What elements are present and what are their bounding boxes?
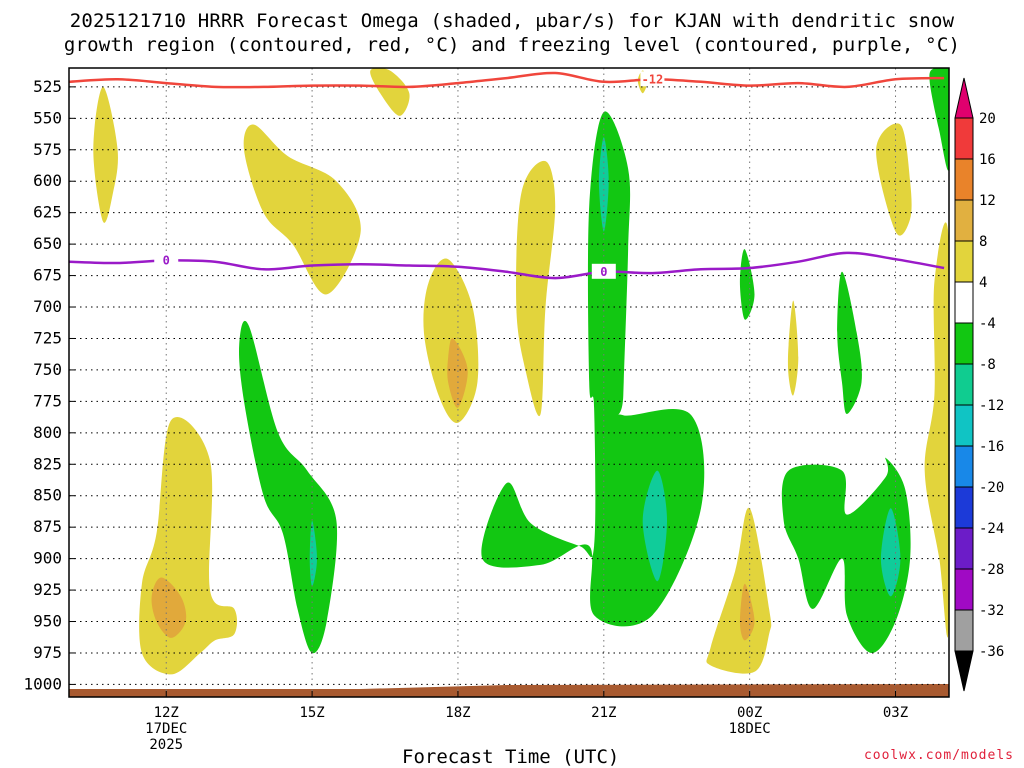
colorbar-label: -8 bbox=[979, 357, 996, 373]
omega-4-region bbox=[370, 68, 410, 116]
colorbar-segment bbox=[954, 158, 974, 201]
y-tick-label: 950 bbox=[33, 612, 62, 631]
y-tick-label: 550 bbox=[33, 108, 62, 127]
colorbar-label: -4 bbox=[979, 316, 996, 332]
colorbar-segment bbox=[954, 445, 974, 488]
omega-minus12-region bbox=[309, 520, 317, 587]
colorbar-segment bbox=[954, 609, 974, 652]
y-tick-label: 825 bbox=[33, 454, 62, 473]
x-tick-label: 18DEC bbox=[729, 721, 771, 737]
colorbar-label: 4 bbox=[979, 275, 987, 291]
colorbar-label: 16 bbox=[979, 152, 996, 168]
y-tick-label: 750 bbox=[33, 360, 62, 379]
y-tick-label: 650 bbox=[33, 234, 62, 253]
colorbar-max-triangle bbox=[954, 77, 974, 119]
x-tick-label: 18Z bbox=[445, 705, 470, 721]
y-tick-label: 775 bbox=[33, 391, 62, 410]
omega-8-region bbox=[447, 338, 468, 408]
omega-minus4-region bbox=[781, 457, 911, 654]
y-tick-label: 1000 bbox=[23, 674, 62, 693]
chart-title-line-2: growth region (contoured, red, °C) and f… bbox=[63, 34, 961, 56]
colorbar-segment bbox=[954, 527, 974, 570]
omega-4-region bbox=[139, 416, 238, 675]
omega-4-region bbox=[924, 222, 949, 638]
y-tick-label: 600 bbox=[33, 171, 62, 190]
colorbar-segment bbox=[954, 568, 974, 611]
y-tick-label: 525 bbox=[33, 77, 62, 96]
dgz-minus12-contour bbox=[69, 71, 945, 89]
y-tick-label: 625 bbox=[33, 203, 62, 222]
y-tick-label: 975 bbox=[33, 643, 62, 662]
colorbar-segment bbox=[954, 322, 974, 365]
y-tick-label: 800 bbox=[33, 423, 62, 442]
colorbar-min-triangle bbox=[954, 650, 974, 692]
x-tick-label: 00Z bbox=[737, 705, 762, 721]
freezing-level-contour bbox=[69, 251, 945, 280]
omega-minus4-region bbox=[239, 320, 338, 654]
colorbar-label: -24 bbox=[979, 521, 1004, 537]
colorbar-segment bbox=[954, 240, 974, 283]
omega-4-region bbox=[876, 123, 912, 236]
colorbar-segment bbox=[954, 486, 974, 529]
colorbar-label: 8 bbox=[979, 234, 987, 250]
omega-4-region bbox=[93, 86, 118, 223]
omega-4-region bbox=[243, 124, 361, 295]
colorbar-segment bbox=[954, 281, 974, 324]
y-tick-label: 575 bbox=[33, 140, 62, 159]
colorbar-label: -32 bbox=[979, 603, 1004, 619]
omega-minus4-region bbox=[739, 249, 755, 320]
freezing-level-label-bg bbox=[154, 252, 179, 268]
colorbar-label: -36 bbox=[979, 644, 1004, 660]
colorbar-label: -12 bbox=[979, 398, 1004, 414]
omega-4-region bbox=[516, 160, 556, 417]
y-tick-label: 925 bbox=[33, 580, 62, 599]
colorbar-label: 12 bbox=[979, 193, 996, 209]
x-axis-label: Forecast Time (UTC) bbox=[402, 746, 620, 768]
colorbar-segment bbox=[954, 117, 974, 160]
y-tick-label: 700 bbox=[33, 297, 62, 316]
colorbar-label: 20 bbox=[979, 111, 996, 127]
x-tick-label: 03Z bbox=[883, 705, 908, 721]
freezing-level-label-bg bbox=[591, 263, 616, 279]
omega-4-region bbox=[787, 300, 799, 396]
x-tick-label: 15Z bbox=[299, 705, 324, 721]
dgz-contour-label-bg bbox=[640, 71, 665, 87]
site-credit-link[interactable]: coolwx.com/models bbox=[863, 748, 1014, 763]
colorbar-segment bbox=[954, 363, 974, 406]
x-tick-label: 12Z bbox=[154, 705, 179, 721]
colorbar-label: -28 bbox=[979, 562, 1004, 578]
surface-terrain-band bbox=[69, 684, 949, 697]
y-tick-label: 875 bbox=[33, 517, 62, 536]
x-tick-label: 2025 bbox=[149, 737, 183, 753]
freezing-level-label: 0 bbox=[163, 253, 170, 267]
dgz-contour-label: -12 bbox=[642, 72, 664, 86]
omega-4-region bbox=[706, 507, 772, 674]
omega-8-region bbox=[739, 583, 755, 641]
chart-title-line-1: 2025121710 HRRR Forecast Omega (shaded, … bbox=[69, 10, 955, 32]
omega-8-region bbox=[151, 577, 187, 638]
colorbar-label: -16 bbox=[979, 439, 1004, 455]
omega-minus12-region bbox=[642, 470, 667, 582]
freezing-level-label: 0 bbox=[600, 265, 607, 279]
y-tick-label: 675 bbox=[33, 266, 62, 285]
omega-colorbar: 20 16 12 8 4 -4 -8 -12 -16 -20 -24 -28 -32 -36 bbox=[954, 77, 1004, 692]
x-tick-label: 17DEC bbox=[145, 721, 187, 737]
omega-minus4-region bbox=[481, 111, 705, 627]
y-tick-label: 900 bbox=[33, 549, 62, 568]
omega-minus4-region bbox=[929, 68, 949, 171]
y-tick-label: 725 bbox=[33, 328, 62, 347]
colorbar-segment bbox=[954, 404, 974, 447]
colorbar-label: -20 bbox=[979, 480, 1004, 496]
omega-minus4-region bbox=[837, 271, 862, 414]
colorbar-segment bbox=[954, 199, 974, 242]
y-tick-label: 850 bbox=[33, 486, 62, 505]
x-tick-label: 21Z bbox=[591, 705, 616, 721]
